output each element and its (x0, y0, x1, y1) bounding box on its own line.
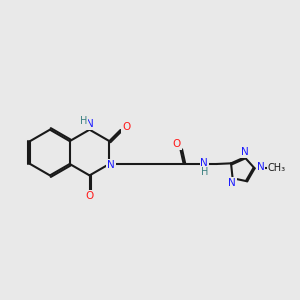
Text: CH₃: CH₃ (268, 164, 286, 173)
Text: H: H (80, 116, 87, 126)
Text: N: N (107, 160, 115, 170)
Text: N: N (86, 119, 93, 129)
Text: N: N (200, 158, 208, 168)
Text: O: O (172, 139, 181, 149)
Text: N: N (241, 147, 248, 157)
Text: O: O (122, 122, 130, 132)
Text: O: O (85, 191, 94, 201)
Text: H: H (201, 167, 208, 177)
Text: N: N (228, 178, 236, 188)
Text: N: N (256, 162, 264, 172)
